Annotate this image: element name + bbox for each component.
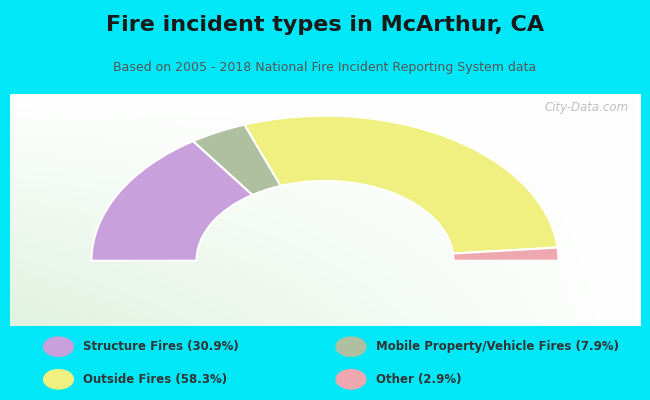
- Wedge shape: [193, 125, 281, 195]
- Ellipse shape: [335, 336, 367, 357]
- Text: Based on 2005 - 2018 National Fire Incident Reporting System data: Based on 2005 - 2018 National Fire Incid…: [113, 61, 537, 74]
- Text: Fire incident types in McArthur, CA: Fire incident types in McArthur, CA: [106, 15, 544, 35]
- Text: Mobile Property/Vehicle Fires (7.9%): Mobile Property/Vehicle Fires (7.9%): [376, 340, 619, 353]
- Ellipse shape: [335, 369, 367, 390]
- Ellipse shape: [43, 369, 74, 390]
- Ellipse shape: [43, 336, 74, 357]
- Text: City-Data.com: City-Data.com: [545, 101, 629, 114]
- Text: Structure Fires (30.9%): Structure Fires (30.9%): [83, 340, 239, 353]
- Wedge shape: [92, 141, 252, 261]
- Text: Other (2.9%): Other (2.9%): [376, 373, 462, 386]
- Wedge shape: [453, 248, 558, 261]
- Text: Outside Fires (58.3%): Outside Fires (58.3%): [83, 373, 228, 386]
- Wedge shape: [244, 116, 558, 254]
